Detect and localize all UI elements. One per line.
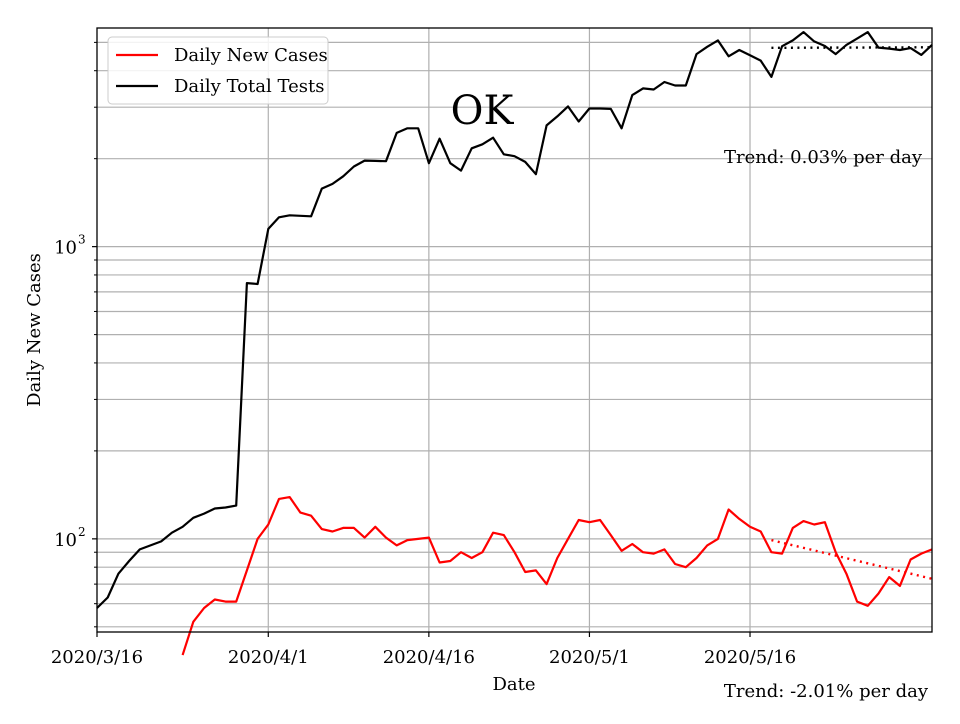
x-tick-label: 2020/3/16 bbox=[51, 647, 143, 668]
trend-line-daily-total-tests bbox=[771, 46, 933, 50]
y-tick-exponent: 2 bbox=[78, 525, 86, 539]
y-tick-label: 10 bbox=[54, 238, 77, 259]
trend-label-cases: Trend: -2.01% per day bbox=[724, 681, 929, 702]
plot-frame bbox=[96, 27, 933, 633]
x-tick-label: 2020/5/1 bbox=[549, 647, 630, 668]
y-tick-label: 10 bbox=[54, 530, 77, 551]
legend-label-daily-total-tests: Daily Total Tests bbox=[174, 76, 324, 97]
y-tick-exponent: 3 bbox=[78, 233, 86, 247]
x-tick-label: 2020/5/16 bbox=[704, 647, 796, 668]
axis-ticks: 2020/3/16 2020/4/1 2020/4/16 2020/5/1 2020/5… bbox=[51, 41, 796, 668]
chart-title: OK bbox=[451, 88, 515, 134]
legend-label-daily-new-cases: Daily New Cases bbox=[174, 45, 328, 66]
x-axis-label: Date bbox=[492, 674, 535, 695]
legend-box bbox=[107, 36, 329, 105]
x-tick-label: 2020/4/16 bbox=[383, 647, 475, 668]
y-axis-label: Daily New Cases bbox=[24, 253, 45, 407]
x-tick-label: 2020/4/1 bbox=[228, 647, 309, 668]
series-line-daily-total-tests bbox=[96, 30, 933, 609]
legend: Daily New Cases Daily Total Tests bbox=[107, 36, 329, 105]
trend-line-daily-new-cases bbox=[771, 538, 933, 580]
trend-label-tests: Trend: 0.03% per day bbox=[724, 147, 923, 168]
series-line-daily-new-cases bbox=[181, 496, 933, 656]
series-layer bbox=[96, 30, 933, 656]
trend-layer bbox=[771, 46, 933, 580]
grid bbox=[97, 28, 932, 632]
